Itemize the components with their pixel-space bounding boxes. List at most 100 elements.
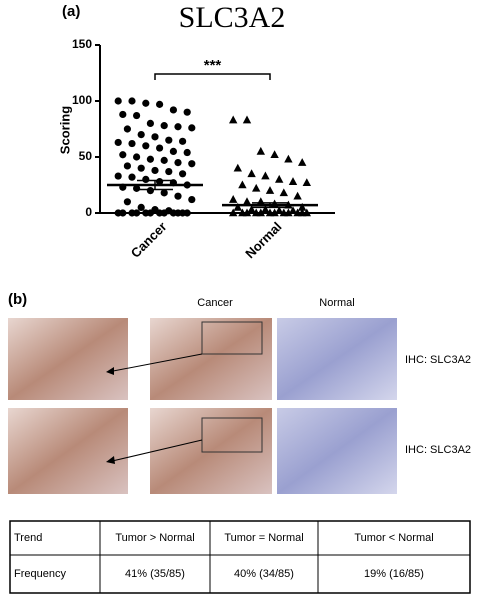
data-point <box>146 119 154 127</box>
data-point <box>137 131 145 139</box>
data-point <box>183 108 191 116</box>
data-point <box>188 160 196 168</box>
data-point <box>128 97 136 105</box>
data-point <box>146 187 154 195</box>
table-cell: Trend <box>14 532 42 544</box>
x-tick-label: Normal <box>242 219 284 261</box>
data-point <box>160 156 168 164</box>
data-point <box>229 195 238 203</box>
data-point <box>233 163 242 172</box>
table-cell: Tumor = Normal <box>224 532 303 544</box>
data-point <box>169 147 177 155</box>
column-label: Normal <box>319 297 354 309</box>
data-point <box>256 208 265 217</box>
image <box>277 318 397 400</box>
data-point <box>229 208 238 217</box>
data-point <box>275 174 284 183</box>
data-point <box>284 208 293 217</box>
data-point <box>119 209 127 217</box>
data-point <box>160 189 168 197</box>
data-point <box>133 209 141 217</box>
data-point <box>174 123 182 131</box>
data-point <box>179 170 187 178</box>
data-point <box>114 138 122 147</box>
data-point <box>165 167 173 176</box>
data-point <box>133 111 141 120</box>
data-point <box>165 136 173 144</box>
significance-bracket <box>154 73 271 80</box>
data-point <box>238 180 247 189</box>
arrow <box>107 353 203 373</box>
table-cell: Tumor < Normal <box>354 532 433 544</box>
data-point <box>151 166 159 175</box>
data-point <box>114 172 122 180</box>
table-cell: 19% (16/85) <box>364 568 424 580</box>
data-point <box>160 122 168 130</box>
table: Trend Tumor > Normal Tumor = Normal Tumor <… <box>9 520 471 594</box>
data-point <box>247 169 256 178</box>
data-point <box>179 137 187 145</box>
row-label: IHC: SLC3A2 <box>405 354 471 366</box>
data-point <box>156 144 164 152</box>
data-point <box>146 155 154 163</box>
data-point <box>275 206 284 215</box>
data-point <box>242 197 252 206</box>
arrow-head <box>106 367 114 375</box>
data-point <box>256 146 265 155</box>
data-point <box>247 205 256 213</box>
data-point <box>298 158 307 166</box>
data-point <box>174 209 182 217</box>
arrow <box>107 439 203 463</box>
column-label: Cancer <box>197 297 233 309</box>
data-point <box>119 151 127 159</box>
row-label: IHC: SLC3A2 <box>405 444 471 456</box>
data-point <box>183 209 191 217</box>
data-point <box>133 153 141 161</box>
ihc-images <box>8 318 397 494</box>
data-point <box>156 100 164 108</box>
data-point <box>169 106 177 114</box>
table-cell: Frequency <box>14 568 66 580</box>
data-point <box>261 205 270 213</box>
data-point <box>265 186 275 194</box>
data-point <box>160 209 168 217</box>
data-point <box>298 208 307 217</box>
y-tick-label: 100 <box>72 93 92 107</box>
x-tick-label: Cancer <box>128 219 170 261</box>
y-axis-label: Scoring <box>57 106 72 154</box>
data-point <box>270 208 279 217</box>
data-point <box>137 203 145 211</box>
table-cell: Tumor > Normal <box>115 532 194 544</box>
zoom-box <box>201 321 263 355</box>
data-point <box>174 192 182 200</box>
data-point <box>123 162 131 170</box>
data-point <box>142 99 150 107</box>
image <box>277 408 397 494</box>
data-point <box>188 195 196 204</box>
table-cell: 40% (34/85) <box>234 568 294 580</box>
data-point <box>293 191 302 200</box>
data-point <box>233 202 242 211</box>
data-point <box>137 164 145 172</box>
data-point <box>284 154 293 163</box>
data-point <box>123 125 131 133</box>
panel-label: (b) <box>8 291 27 308</box>
data-point <box>298 202 307 211</box>
data-point <box>188 124 196 132</box>
data-point <box>288 177 298 185</box>
image <box>150 318 272 400</box>
data-point <box>288 206 298 215</box>
data-point <box>119 110 127 119</box>
data-point <box>114 97 122 105</box>
data-point <box>128 139 136 148</box>
y-tick-label: 150 <box>72 37 92 51</box>
data-point <box>183 148 191 157</box>
image <box>8 408 128 494</box>
data-point <box>252 183 261 192</box>
image <box>8 318 128 400</box>
data-point <box>242 208 252 217</box>
arrow-head <box>106 456 115 464</box>
y-tick-label: 50 <box>79 149 93 163</box>
data-point <box>151 133 159 141</box>
